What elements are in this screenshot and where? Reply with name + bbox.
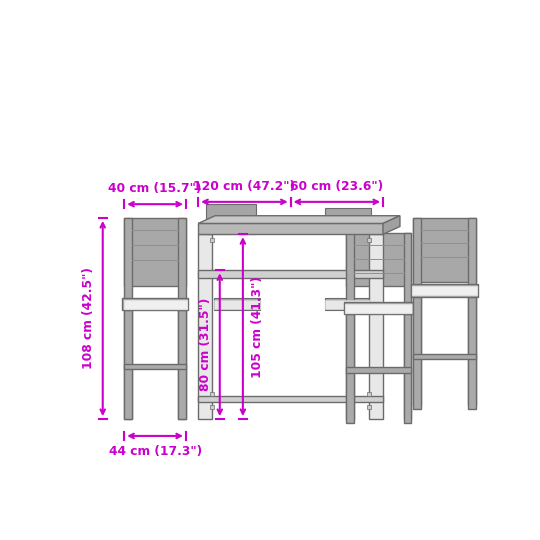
Bar [346, 314, 354, 423]
Polygon shape [383, 215, 400, 234]
Bar [367, 405, 370, 409]
Bar [206, 204, 256, 234]
Bar [346, 233, 354, 419]
Bar [210, 405, 214, 409]
Bar [413, 296, 421, 409]
Bar [214, 298, 260, 310]
Bar [346, 233, 411, 286]
Bar [124, 218, 132, 419]
Bar [367, 392, 370, 396]
Bar [404, 314, 411, 423]
Bar [210, 238, 214, 242]
Text: 108 cm (42.5"): 108 cm (42.5") [82, 268, 95, 369]
Bar [325, 208, 372, 219]
Text: 120 cm (47.2"): 120 cm (47.2") [193, 180, 295, 193]
Bar [367, 238, 370, 242]
Text: 80 cm (31.5"): 80 cm (31.5") [199, 298, 212, 392]
Bar [198, 396, 383, 402]
Bar [178, 310, 186, 419]
Bar [198, 271, 383, 278]
Bar [345, 303, 412, 313]
Bar [198, 234, 212, 419]
Bar [178, 218, 186, 419]
Bar [122, 298, 188, 310]
Bar [124, 218, 186, 286]
Bar [124, 310, 132, 419]
Bar [411, 284, 478, 296]
Bar [412, 286, 477, 295]
Bar [210, 392, 214, 396]
Bar [413, 218, 421, 405]
Bar [413, 354, 476, 359]
Bar [369, 234, 383, 419]
Polygon shape [198, 215, 400, 224]
Text: 105 cm (41.3"): 105 cm (41.3") [251, 275, 264, 377]
Bar [346, 367, 411, 373]
Text: 60 cm (23.6"): 60 cm (23.6") [290, 180, 383, 193]
Bar [404, 233, 411, 419]
Bar [124, 300, 187, 309]
Bar [214, 300, 260, 309]
Bar [325, 300, 370, 309]
Bar [469, 296, 476, 409]
Bar [198, 224, 383, 234]
Bar [413, 218, 476, 282]
Bar [469, 218, 476, 405]
Text: 40 cm (15.7"): 40 cm (15.7") [109, 182, 202, 195]
Text: 44 cm (17.3"): 44 cm (17.3") [109, 445, 201, 458]
Bar [124, 363, 186, 369]
Bar [325, 298, 370, 310]
Bar [344, 302, 414, 314]
